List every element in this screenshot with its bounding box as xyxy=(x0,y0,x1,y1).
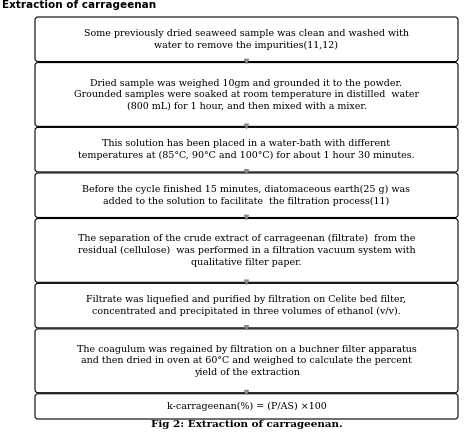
Text: The separation of the crude extract of carrageenan (filtrate)  from the
residual: The separation of the crude extract of c… xyxy=(78,234,415,266)
Text: Some previously dried seaweed sample was clean and washed with
water to remove t: Some previously dried seaweed sample was… xyxy=(84,29,409,49)
Text: Fig 2: Extraction of carrageenan.: Fig 2: Extraction of carrageenan. xyxy=(151,420,342,429)
FancyBboxPatch shape xyxy=(35,127,458,172)
FancyBboxPatch shape xyxy=(35,17,458,62)
Text: The coagulum was regained by filtration on a buchner filter apparatus
and then d: The coagulum was regained by filtration … xyxy=(77,345,416,377)
Text: This solution has been placed in a water-bath with different
temperatures at (85: This solution has been placed in a water… xyxy=(78,139,415,160)
FancyBboxPatch shape xyxy=(35,63,458,127)
Text: Filtrate was liquefied and purified by filtration on Celite bed filter,
concentr: Filtrate was liquefied and purified by f… xyxy=(86,295,407,316)
FancyBboxPatch shape xyxy=(35,283,458,328)
FancyBboxPatch shape xyxy=(35,219,458,283)
Text: Extraction of carrageenan: Extraction of carrageenan xyxy=(2,0,156,10)
FancyBboxPatch shape xyxy=(35,329,458,393)
Text: k-carrageenan(%) = (P/AS) ×100: k-carrageenan(%) = (P/AS) ×100 xyxy=(167,402,327,411)
Text: Before the cycle finished 15 minutes, diatomaceous earth(25 g) was
added to the : Before the cycle finished 15 minutes, di… xyxy=(82,185,410,205)
Text: Dried sample was weighed 10gm and grounded it to the powder.
Grounded samples we: Dried sample was weighed 10gm and ground… xyxy=(74,78,419,110)
FancyBboxPatch shape xyxy=(35,173,458,218)
FancyBboxPatch shape xyxy=(35,394,458,419)
